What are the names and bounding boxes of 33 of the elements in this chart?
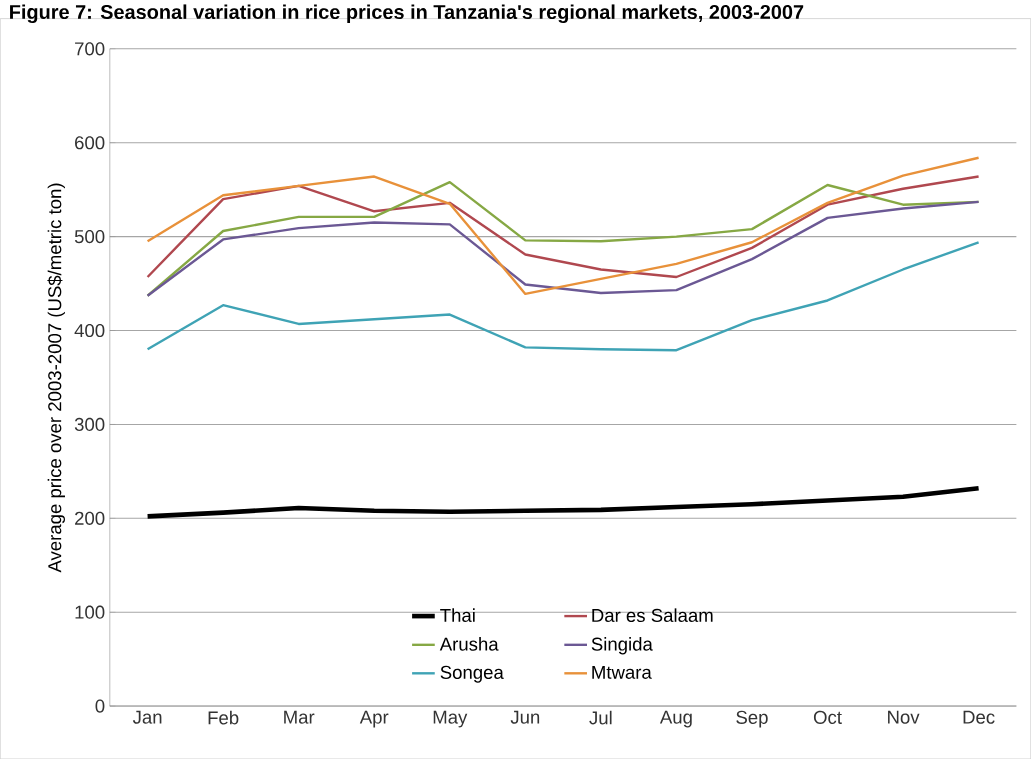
x-tick-label: Dec (963, 710, 995, 724)
x-tick-label: Jun (510, 710, 540, 724)
legend-label: Dar es Salaam (592, 608, 713, 622)
legend-label: Mtwara (592, 665, 652, 679)
line-series (145, 485, 981, 519)
legend-label: Singida (591, 636, 653, 655)
y-tick-label: 700 (75, 42, 105, 56)
y-tick-label: 500 (74, 229, 105, 244)
x-tick-label: Sep (736, 710, 768, 728)
x-tick-label: Apr (359, 710, 389, 728)
x-tick-label: Feb (208, 710, 239, 725)
x-tick-label: Mar (284, 710, 315, 724)
y-axis-title: Average price over 2003-2007 (US$/metric ton) (47, 183, 65, 573)
y-tick-label: 400 (74, 323, 105, 337)
x-tick-label: Aug (659, 710, 692, 728)
x-tick-label: Oct (813, 710, 842, 724)
y-tick-label: 0 (95, 699, 105, 713)
line-series (146, 240, 980, 352)
y-tick-label: 300 (74, 417, 105, 431)
legend-label: Thai (440, 608, 475, 622)
line-series (146, 175, 980, 279)
x-tick-label: May (433, 710, 468, 728)
x-tick-label: Jan (132, 710, 162, 724)
y-tick-label: 200 (75, 511, 105, 525)
x-tick-label: Jul (589, 710, 612, 725)
chart-title: Figure 7: Seasonal variation in rice prices in Tanzania's regional markets, 2003-2007 (10, 4, 804, 23)
legend-label: Songea (440, 665, 504, 683)
line-series (146, 156, 980, 295)
y-tick-label: 100 (75, 605, 105, 619)
y-tick-label: 600 (75, 136, 105, 150)
legend-label: Arusha (439, 636, 499, 651)
line-series (146, 200, 980, 297)
x-tick-label: Nov (888, 710, 920, 724)
